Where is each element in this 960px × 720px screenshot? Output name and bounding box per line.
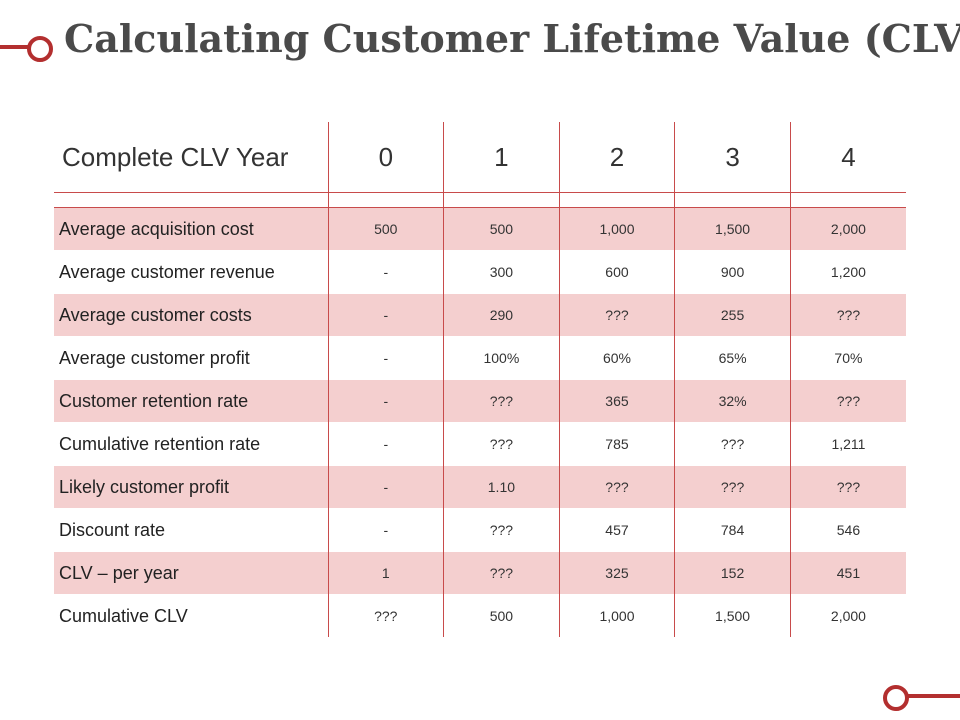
table-cell: 1,000 (558, 594, 675, 637)
row-label: Average customer profit (54, 336, 328, 380)
table-cell: ??? (789, 293, 906, 337)
row-label: Cumulative CLV (54, 594, 328, 637)
table-cell: 100% (443, 336, 560, 380)
table-row: Average customer profit - 100% 60% 65% 7… (54, 336, 906, 380)
table-cell: ??? (789, 379, 906, 423)
table-cell: - (327, 508, 444, 552)
table-cell: 546 (789, 508, 906, 552)
row-label: Cumulative retention rate (54, 422, 328, 466)
table-cell: 290 (443, 293, 560, 337)
table-row: Average customer revenue - 300 600 900 1… (54, 250, 906, 294)
table-cell: 457 (558, 508, 675, 552)
title-accent-line (0, 45, 30, 49)
row-label: Likely customer profit (54, 465, 328, 509)
table-cell: 500 (443, 594, 560, 637)
table-cell: ??? (443, 379, 560, 423)
table-row: CLV – per year 1 ??? 325 152 451 (54, 551, 906, 595)
table-cell: 1 (327, 551, 444, 595)
table-cell: 1,211 (789, 422, 906, 466)
spacer-cell (674, 192, 791, 208)
table-cell: 65% (674, 336, 791, 380)
title-accent-circle (27, 36, 53, 62)
header-label: Complete CLV Year (54, 122, 328, 193)
table-cell: 2,000 (789, 207, 906, 251)
table-cell: 152 (674, 551, 791, 595)
table-row: Cumulative retention rate - ??? 785 ??? … (54, 422, 906, 466)
table-cell: 70% (789, 336, 906, 380)
table-cell: 1,200 (789, 250, 906, 294)
table-row: Average acquisition cost 500 500 1,000 1… (54, 207, 906, 251)
spacer-cell (54, 192, 328, 208)
table-cell: 784 (674, 508, 791, 552)
row-label: CLV – per year (54, 551, 328, 595)
table-cell: ??? (789, 465, 906, 509)
table-cell: 60% (558, 336, 675, 380)
table-cell: 600 (558, 250, 675, 294)
table-cell: 300 (443, 250, 560, 294)
table-cell: 32% (674, 379, 791, 423)
year-header: 0 (327, 122, 444, 193)
table-row: Discount rate - ??? 457 784 546 (54, 508, 906, 552)
year-header: 2 (558, 122, 675, 193)
table-cell: ??? (443, 551, 560, 595)
table-cell: - (327, 293, 444, 337)
table-cell: 1,500 (674, 594, 791, 637)
row-label: Discount rate (54, 508, 328, 552)
row-label: Average customer revenue (54, 250, 328, 294)
table-cell: 500 (327, 207, 444, 251)
clv-table: Complete CLV Year 0 1 2 3 4 Average acqu… (54, 122, 906, 637)
table-cell: 451 (789, 551, 906, 595)
table-cell: 1,500 (674, 207, 791, 251)
table-cell: ??? (558, 465, 675, 509)
table-cell: 365 (558, 379, 675, 423)
year-header: 3 (674, 122, 791, 193)
spacer-cell (327, 192, 444, 208)
table-cell: - (327, 422, 444, 466)
footer-accent-circle (883, 685, 909, 711)
header-spacer-row (54, 192, 906, 208)
table-cell: 325 (558, 551, 675, 595)
table-cell: ??? (443, 422, 560, 466)
spacer-cell (443, 192, 560, 208)
row-label: Customer retention rate (54, 379, 328, 423)
slide-title: Calculating Customer Lifetime Value (CLV… (64, 16, 960, 61)
table-cell: ??? (443, 508, 560, 552)
table-row: Customer retention rate - ??? 365 32% ??… (54, 379, 906, 423)
table-row: Average customer costs - 290 ??? 255 ??? (54, 293, 906, 337)
table-cell: 1.10 (443, 465, 560, 509)
table-cell: - (327, 379, 444, 423)
footer-accent-line (900, 694, 960, 698)
table-header-row: Complete CLV Year 0 1 2 3 4 (54, 122, 906, 193)
year-header: 1 (443, 122, 560, 193)
table-cell: ??? (674, 465, 791, 509)
spacer-cell (789, 192, 906, 208)
table-cell: 255 (674, 293, 791, 337)
table-cell: ??? (327, 594, 444, 637)
table-cell: 500 (443, 207, 560, 251)
table-cell: 1,000 (558, 207, 675, 251)
table-cell: ??? (674, 422, 791, 466)
spacer-cell (558, 192, 675, 208)
table-cell: - (327, 336, 444, 380)
table-cell: - (327, 250, 444, 294)
table-row: Cumulative CLV ??? 500 1,000 1,500 2,000 (54, 594, 906, 637)
row-label: Average customer costs (54, 293, 328, 337)
table-cell: 900 (674, 250, 791, 294)
year-header: 4 (789, 122, 906, 193)
table-cell: 785 (558, 422, 675, 466)
row-label: Average acquisition cost (54, 207, 328, 251)
table-cell: 2,000 (789, 594, 906, 637)
table-row: Likely customer profit - 1.10 ??? ??? ??… (54, 465, 906, 509)
table-cell: - (327, 465, 444, 509)
table-cell: ??? (558, 293, 675, 337)
